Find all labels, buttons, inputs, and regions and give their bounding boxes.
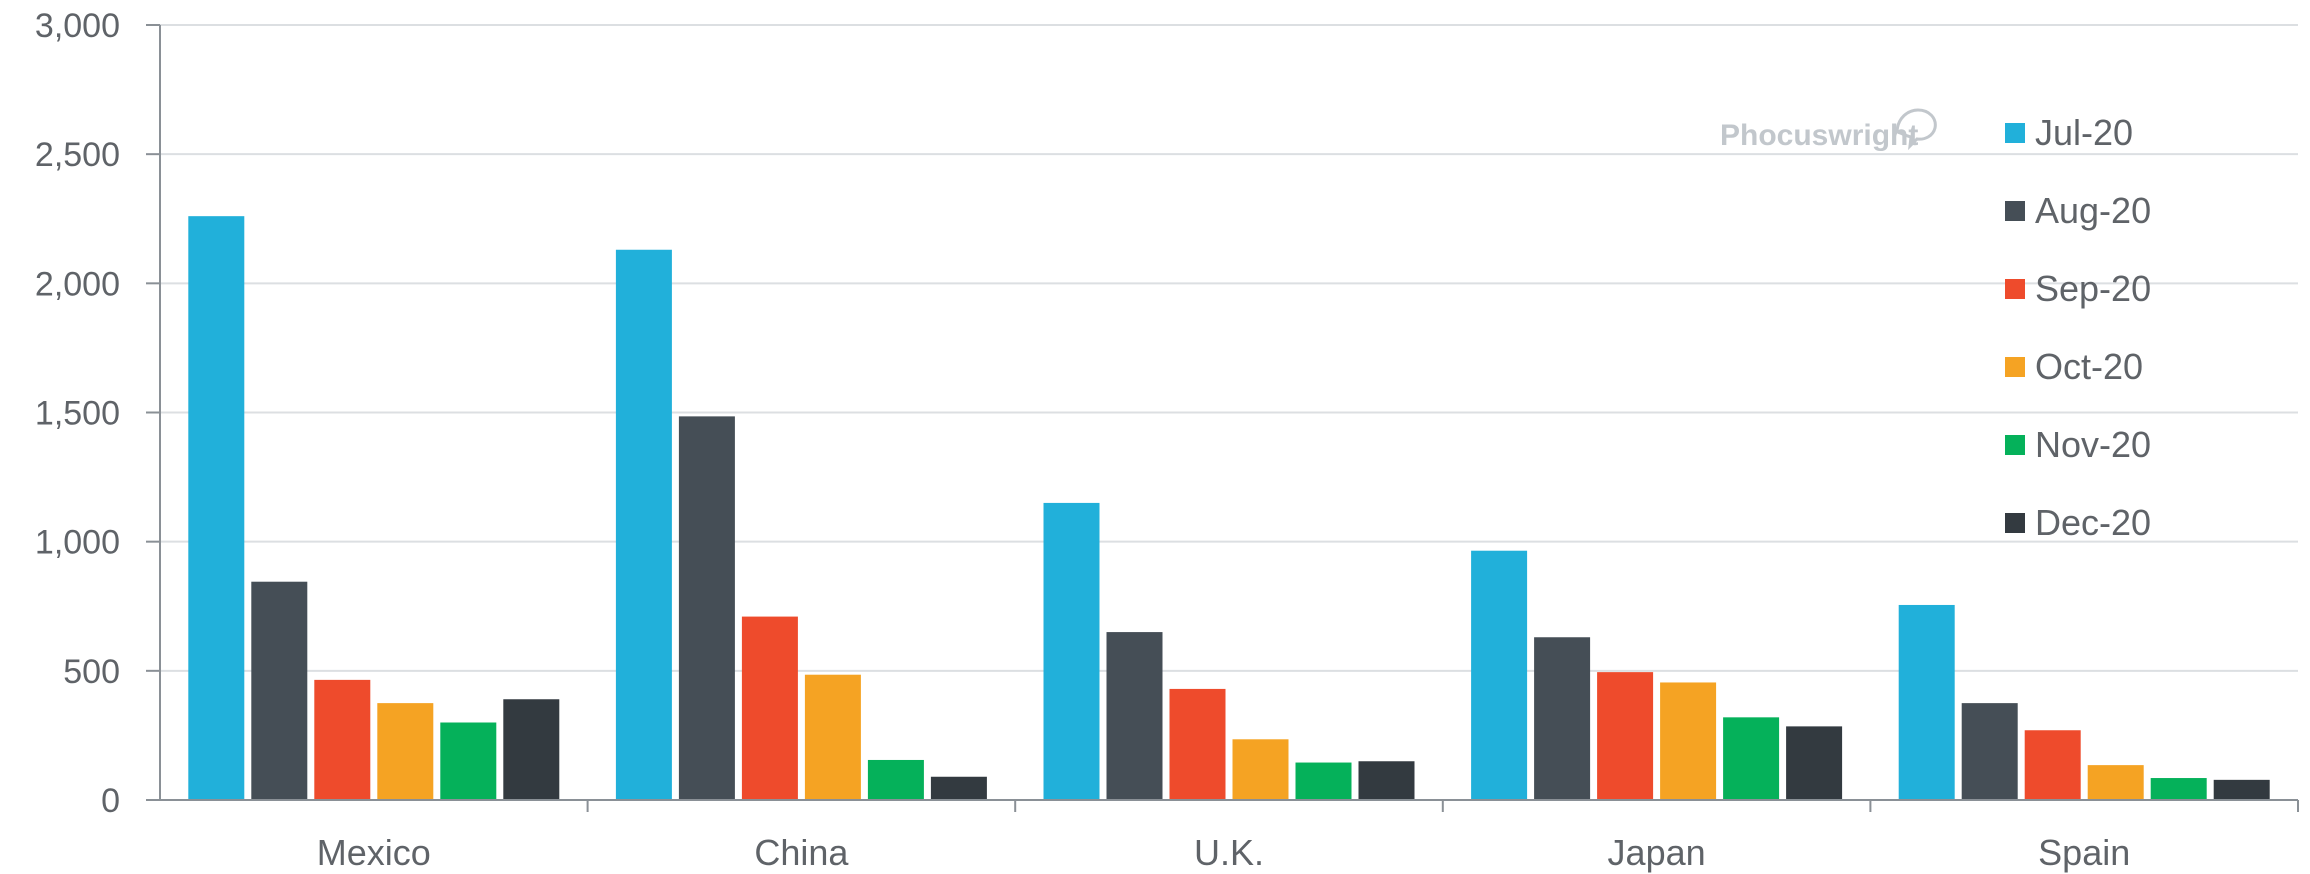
bar-nov-20-spain bbox=[2150, 778, 2207, 800]
legend-label: Nov-20 bbox=[2035, 424, 2151, 465]
bar-dec-20-china bbox=[930, 776, 987, 800]
y-tick-label: 1,500 bbox=[35, 395, 120, 433]
legend: Jul-20 Aug-20 Sep-20 Oct-20 Nov-20 Dec-20 bbox=[2005, 112, 2151, 543]
legend-label: Aug-20 bbox=[2035, 190, 2151, 231]
bars bbox=[188, 216, 2270, 800]
bar-nov-20-uk bbox=[1295, 762, 1352, 800]
bar-sep-20-spain bbox=[2024, 730, 2081, 800]
bar-oct-20-japan bbox=[1660, 682, 1717, 800]
bar-nov-20-japan bbox=[1723, 717, 1780, 800]
bar-dec-20-spain bbox=[2213, 779, 2270, 800]
bar-oct-20-uk bbox=[1232, 739, 1289, 800]
bar-dec-20-uk bbox=[1358, 761, 1415, 800]
x-tick-label: U.K. bbox=[1194, 832, 1264, 873]
bar-aug-20-mexico bbox=[251, 581, 308, 800]
legend-swatch bbox=[2005, 201, 2025, 221]
y-tick-label: 2,000 bbox=[35, 265, 120, 303]
bar-sep-20-mexico bbox=[314, 679, 371, 800]
y-tick-label: 2,500 bbox=[35, 136, 120, 174]
watermark-logo: Phocuswright bbox=[1720, 108, 1937, 152]
legend-swatch bbox=[2005, 513, 2025, 533]
gridlines bbox=[160, 24, 2298, 672]
bar-aug-20-uk bbox=[1106, 632, 1163, 800]
x-tick-label: Spain bbox=[2038, 832, 2130, 873]
bar-jul-20-japan bbox=[1471, 550, 1528, 800]
bar-dec-20-japan bbox=[1786, 726, 1843, 800]
legend-swatch bbox=[2005, 279, 2025, 299]
bar-oct-20-mexico bbox=[377, 703, 434, 800]
bar-aug-20-spain bbox=[1961, 703, 2018, 800]
x-tick-label: China bbox=[754, 832, 849, 873]
legend-label: Sep-20 bbox=[2035, 268, 2151, 309]
y-tick-label: 0 bbox=[101, 782, 120, 820]
bar-jul-20-china bbox=[615, 249, 672, 800]
bar-aug-20-china bbox=[678, 416, 735, 800]
watermark-bubble-icon bbox=[1895, 108, 1937, 151]
bar-nov-20-china bbox=[867, 759, 924, 800]
axes: 0 500 1,000 1,500 2,000 2,500 3,000 Mexico China… bbox=[35, 7, 2299, 873]
legend-swatch bbox=[2005, 435, 2025, 455]
bar-nov-20-mexico bbox=[440, 722, 497, 800]
bar-jul-20-mexico bbox=[188, 216, 245, 800]
x-tick-label: Japan bbox=[1608, 832, 1706, 873]
legend-label: Jul-20 bbox=[2035, 112, 2133, 153]
bar-sep-20-china bbox=[741, 616, 798, 800]
y-tick-label: 3,000 bbox=[35, 7, 120, 45]
bar-aug-20-japan bbox=[1534, 637, 1591, 800]
x-tick-label: Mexico bbox=[317, 832, 431, 873]
bar-jul-20-uk bbox=[1043, 502, 1100, 800]
bar-sep-20-japan bbox=[1597, 672, 1654, 800]
watermark-text: Phocuswright bbox=[1720, 119, 1918, 152]
y-tick-label: 1,000 bbox=[35, 524, 120, 562]
legend-label: Dec-20 bbox=[2035, 502, 2151, 543]
bar-oct-20-china bbox=[804, 674, 861, 800]
legend-label: Oct-20 bbox=[2035, 346, 2143, 387]
bar-dec-20-mexico bbox=[503, 699, 560, 800]
bar-oct-20-spain bbox=[2087, 765, 2144, 800]
bar-jul-20-spain bbox=[1898, 604, 1955, 800]
bar-sep-20-uk bbox=[1169, 688, 1226, 800]
legend-swatch bbox=[2005, 357, 2025, 377]
y-tick-label: 500 bbox=[63, 653, 120, 691]
legend-swatch bbox=[2005, 123, 2025, 143]
